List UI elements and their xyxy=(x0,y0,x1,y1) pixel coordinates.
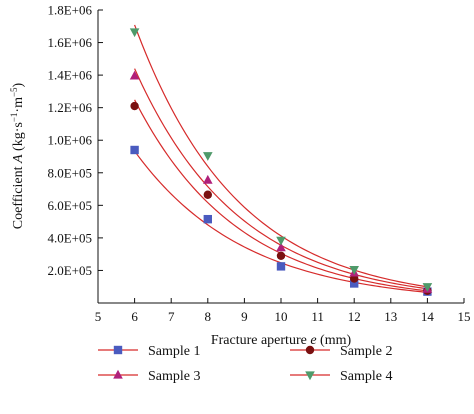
data-point-sample-1 xyxy=(203,214,212,224)
data-point-sample-2 xyxy=(276,251,286,260)
legend-marker xyxy=(113,345,123,355)
data-point-sample-1 xyxy=(130,145,139,155)
legend-label: Sample 4 xyxy=(340,369,393,384)
x-tick-label: 8 xyxy=(205,309,212,324)
data-point-sample-3 xyxy=(203,174,213,184)
y-tick-label: 1.4E+06 xyxy=(47,68,92,83)
x-tick-label: 12 xyxy=(348,309,361,324)
data-point-sample-1 xyxy=(350,279,359,288)
legend-item-sample-3: Sample 3 xyxy=(98,369,201,384)
y-tick-label: 8.0E+05 xyxy=(47,165,92,180)
x-ticks: 5 6 7 8 9 10 11 12 13 14 15 xyxy=(95,298,471,324)
x-axis-label: Fracture aperture e (mm) xyxy=(211,333,352,348)
data-point-sample-2 xyxy=(130,101,139,111)
x-tick-label: 7 xyxy=(168,309,175,324)
x-tick-label: 15 xyxy=(458,309,471,324)
data-markers xyxy=(129,28,433,296)
data-point-sample-1 xyxy=(276,262,286,271)
y-tick-label: 1.2E+06 xyxy=(47,100,92,115)
x-tick-label: 5 xyxy=(95,309,102,324)
data-point-sample-3 xyxy=(129,70,140,80)
y-tick-label: 4.0E+05 xyxy=(47,230,92,245)
data-point-sample-2 xyxy=(203,190,212,199)
y-tick-label: 1.8E+06 xyxy=(47,3,92,18)
legend-item-sample-4: Sample 4 xyxy=(290,369,393,384)
fit-line-sample-1 xyxy=(134,150,428,293)
legend-marker xyxy=(305,345,315,355)
x-tick-label: 10 xyxy=(275,309,288,324)
x-tick-label: 6 xyxy=(131,309,138,324)
data-point-sample-4 xyxy=(422,283,433,292)
legend-marker xyxy=(305,371,315,381)
y-tick-label: 2.0E+05 xyxy=(47,263,92,278)
data-point-sample-3 xyxy=(276,242,286,252)
x-tick-label: 14 xyxy=(421,309,435,324)
y-tick-label: 6.0E+05 xyxy=(47,198,92,213)
data-point-sample-4 xyxy=(349,266,359,275)
y-tick-label: 1.6E+06 xyxy=(47,35,92,50)
data-point-sample-4 xyxy=(129,28,140,38)
x-tick-label: 9 xyxy=(241,309,248,324)
legend: Sample 1 Sample 2 Sample 3 Sample 4 xyxy=(98,344,393,384)
legend-label: Sample 2 xyxy=(340,344,393,359)
y-axis-label: Coefficient A (kg·s−1·m−5) xyxy=(9,82,26,229)
data-point-sample-4 xyxy=(276,236,286,246)
legend-item-sample-2: Sample 2 xyxy=(290,344,393,359)
y-ticks: 2.0E+05 4.0E+05 6.0E+05 8.0E+05 1.0E+06 1.2E+… xyxy=(47,3,103,278)
x-tick-label: 11 xyxy=(311,309,324,324)
legend-label: Sample 3 xyxy=(148,369,201,384)
fit-line-sample-4 xyxy=(134,24,428,288)
x-tick-label: 13 xyxy=(384,309,397,324)
legend-marker xyxy=(113,369,123,379)
legend-label: Sample 1 xyxy=(148,344,201,359)
legend-item-sample-1: Sample 1 xyxy=(98,344,201,359)
data-point-sample-4 xyxy=(203,152,213,161)
y-tick-label: 1.0E+06 xyxy=(47,133,92,148)
